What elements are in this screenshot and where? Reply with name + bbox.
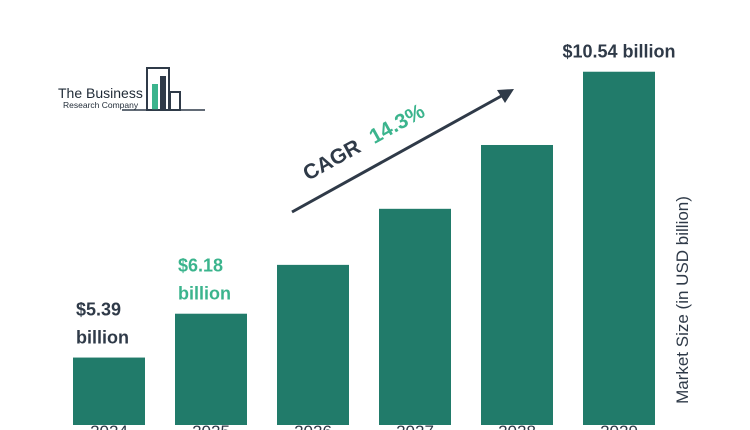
bar-2028 (481, 144, 553, 426)
x-tick-labels: 2024 2025 2026 2027 2028 2029 (90, 422, 638, 430)
bar-2026 (277, 264, 349, 425)
value-label-line: $6.18 (178, 256, 223, 276)
x-tick-2027: 2027 (396, 422, 434, 430)
bars-group (73, 71, 655, 426)
value-label-line: billion (76, 328, 129, 348)
bar-2029 (583, 71, 655, 425)
bar-chart-logo-icon (122, 67, 205, 111)
value-label-line: $10.54 billion (562, 42, 675, 62)
value-label-line: billion (178, 284, 231, 304)
value-label-line: $5.39 (76, 300, 121, 320)
cagr-arrow-head-icon (497, 89, 514, 103)
company-logo: The Business Research Company (58, 67, 205, 111)
value-label-2029: $10.54 billion (562, 42, 675, 62)
logo-title: The Business (58, 85, 143, 101)
x-tick-2024: 2024 (90, 422, 128, 430)
y-axis-label: Market Size (in USD billion) (673, 196, 692, 404)
x-tick-2028: 2028 (498, 422, 536, 430)
value-label-2025: $6.18 billion (178, 256, 231, 304)
x-tick-2026: 2026 (294, 422, 332, 430)
value-label-2024: $5.39 billion (76, 300, 129, 348)
bar-2024 (73, 357, 145, 425)
bar-2025 (175, 313, 247, 425)
value-labels: $5.39 billion $6.18 billion $10.54 billion (76, 42, 676, 348)
logo-subtitle: Research Company (63, 100, 139, 110)
x-tick-2025: 2025 (192, 422, 230, 430)
bar-2027 (379, 208, 451, 425)
cagr-annotation: CAGR 14.3% (291, 89, 514, 214)
x-tick-2029: 2029 (600, 422, 638, 430)
cagr-arrow (291, 92, 506, 214)
